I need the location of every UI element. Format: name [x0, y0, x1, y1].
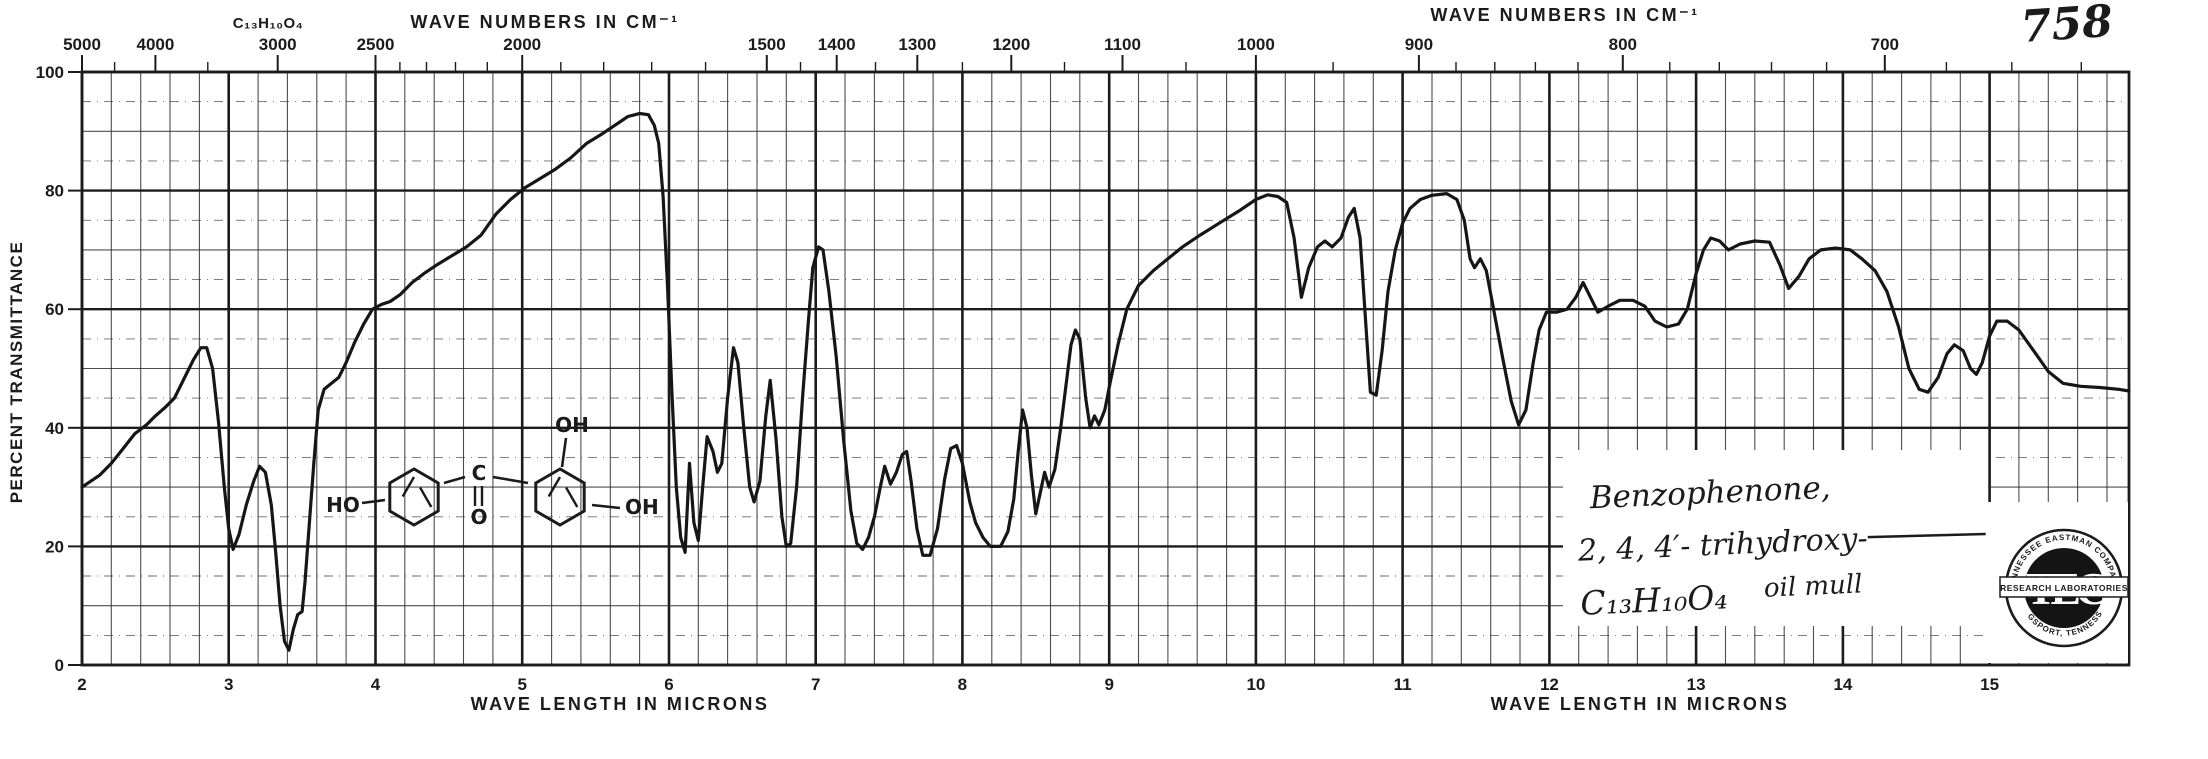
micron-tick-label: 8 — [958, 675, 967, 694]
benzene-double-bond — [401, 476, 416, 498]
structure-label-ho: HO — [326, 493, 360, 517]
wavenumber-tick-label: 900 — [1405, 35, 1433, 54]
bond-ring-c — [443, 475, 466, 485]
micron-tick-label: 12 — [1540, 675, 1559, 694]
bond-ho-ring — [361, 498, 386, 505]
wavenumber-tick-label: 4000 — [136, 35, 174, 54]
structure-label-o: O — [470, 505, 487, 529]
spectrum-curve — [80, 111, 2131, 652]
wavenumber-tick-label: 1500 — [748, 35, 786, 54]
transmittance-tick-label: 0 — [55, 656, 64, 675]
micron-tick-label: 7 — [811, 675, 820, 694]
y-axis-title: PERCENT TRANSMITTANCE — [7, 241, 26, 504]
axis-ticks-layer — [68, 55, 2083, 666]
benzene-ring-right — [534, 467, 586, 527]
structure-label-oh-top: OH — [555, 413, 589, 437]
transmittance-tick-label: 100 — [36, 63, 64, 82]
wavenumber-tick-label: 1100 — [1104, 35, 1141, 54]
grid-layer — [80, 70, 2131, 667]
wavenumber-tick-label: 1200 — [992, 35, 1030, 54]
bond-c-ring — [492, 475, 529, 485]
bond-oh-right — [591, 503, 621, 510]
wavenumber-tick-label: 1000 — [1237, 35, 1275, 54]
transmittance-tick-label: 60 — [45, 300, 64, 319]
wavenumber-tick-label: 1300 — [898, 35, 936, 54]
wavenumber-tick-label: 1400 — [818, 35, 856, 54]
micron-tick-label: 11 — [1394, 675, 1412, 694]
transmittance-tick-label: 40 — [45, 419, 64, 438]
micron-tick-label: 2 — [77, 675, 86, 694]
structure-label-oh-right: OH — [625, 495, 659, 519]
transmittance-tick-label: 20 — [45, 537, 64, 556]
annotation-whiteout-box — [1563, 450, 1988, 626]
formula-header: C₁₃H₁₀O₄ — [233, 15, 304, 32]
benzene-double-bond — [547, 476, 562, 498]
micron-tick-label: 4 — [371, 675, 381, 694]
wavenumbers-title-right: WAVE NUMBERS IN CM⁻¹ — [1430, 5, 1699, 25]
wavenumbers-title-left: WAVE NUMBERS IN CM⁻¹ — [410, 12, 679, 32]
micron-tick-label: 5 — [517, 675, 526, 694]
page-number-handwritten: 758 — [2019, 0, 2114, 53]
plot-border — [80, 70, 2131, 667]
stamp-band-text: RESEARCH LABORATORIES — [2000, 583, 2128, 593]
wavenumber-tick-label: 2000 — [503, 35, 541, 54]
micron-tick-label: 15 — [1980, 675, 1999, 694]
benzene-double-bond — [565, 486, 579, 508]
benzene-ring-left — [388, 467, 440, 527]
tick-labels-layer: 5000 4000 3000 2500 2000 1500 1400 1300 1200 1100… — [36, 35, 1999, 694]
wavelength-title-left: WAVE LENGTH IN MICRONS — [471, 694, 770, 714]
bond-oh-top — [560, 437, 568, 468]
wavenumber-tick-label: 5000 — [63, 35, 101, 54]
transmittance-tick-label: 80 — [45, 182, 64, 201]
wavelength-title-right: WAVE LENGTH IN MICRONS — [1491, 694, 1790, 714]
annotation-sample-note: oil mull — [1763, 569, 1863, 603]
micron-tick-label: 3 — [224, 675, 233, 694]
micron-tick-label: 9 — [1104, 675, 1113, 694]
structure-label-c: C — [472, 461, 487, 485]
wavenumber-tick-label: 2500 — [357, 35, 395, 54]
micron-tick-label: 14 — [1833, 675, 1852, 694]
stamp-band — [1999, 576, 2129, 598]
wavenumber-tick-label: 3000 — [259, 35, 297, 54]
wavenumber-tick-label: 800 — [1609, 35, 1637, 54]
micron-tick-label: 10 — [1246, 675, 1265, 694]
benzene-double-bond — [419, 486, 433, 508]
annotation-dash — [1867, 532, 1986, 539]
micron-tick-label: 13 — [1687, 675, 1706, 694]
wavenumber-tick-label: 700 — [1871, 35, 1899, 54]
chemical-structure — [361, 437, 621, 527]
annotation-formula: C₁₃H₁₀O₄ — [1580, 577, 1729, 622]
micron-tick-label: 6 — [664, 675, 673, 694]
